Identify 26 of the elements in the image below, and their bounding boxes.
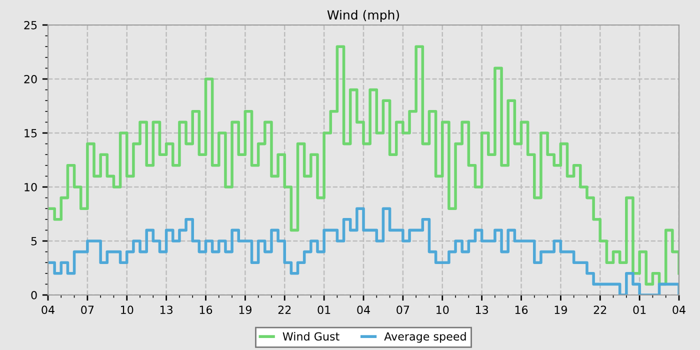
- x-tick-label: 10: [121, 306, 134, 314]
- x-tick-label: 13: [160, 306, 172, 314]
- x-tick-label: 19: [554, 306, 567, 314]
- x-tick-label: 13: [476, 306, 488, 314]
- y-tick-label: 0: [31, 290, 37, 300]
- x-tick-label: 10: [436, 306, 449, 314]
- x-tick-label: 07: [81, 306, 94, 314]
- x-tick-label: 19: [239, 306, 252, 314]
- y-tick-label: 10: [24, 182, 37, 192]
- x-tick-label: 07: [396, 306, 410, 314]
- y-tick-label: 25: [24, 20, 37, 30]
- x-tick-label: 04: [357, 306, 370, 314]
- chart-title: Wind (mph): [327, 10, 400, 22]
- x-tick-label: 22: [278, 306, 291, 314]
- y-tick-label: 5: [31, 237, 37, 246]
- x-tick-label: 01: [633, 306, 646, 314]
- legend-label: Wind Gust: [282, 332, 340, 341]
- y-tick-label: 20: [24, 74, 37, 84]
- x-tick-label: 04: [672, 306, 686, 314]
- legend-label: Average speed: [384, 332, 466, 343]
- y-tick-label: 15: [24, 129, 37, 138]
- x-tick-label: 16: [515, 306, 528, 314]
- x-tick-label: 22: [594, 306, 606, 314]
- x-tick-label: 16: [200, 306, 212, 314]
- x-tick-label: 01: [318, 306, 330, 314]
- x-tick-label: 04: [42, 306, 54, 314]
